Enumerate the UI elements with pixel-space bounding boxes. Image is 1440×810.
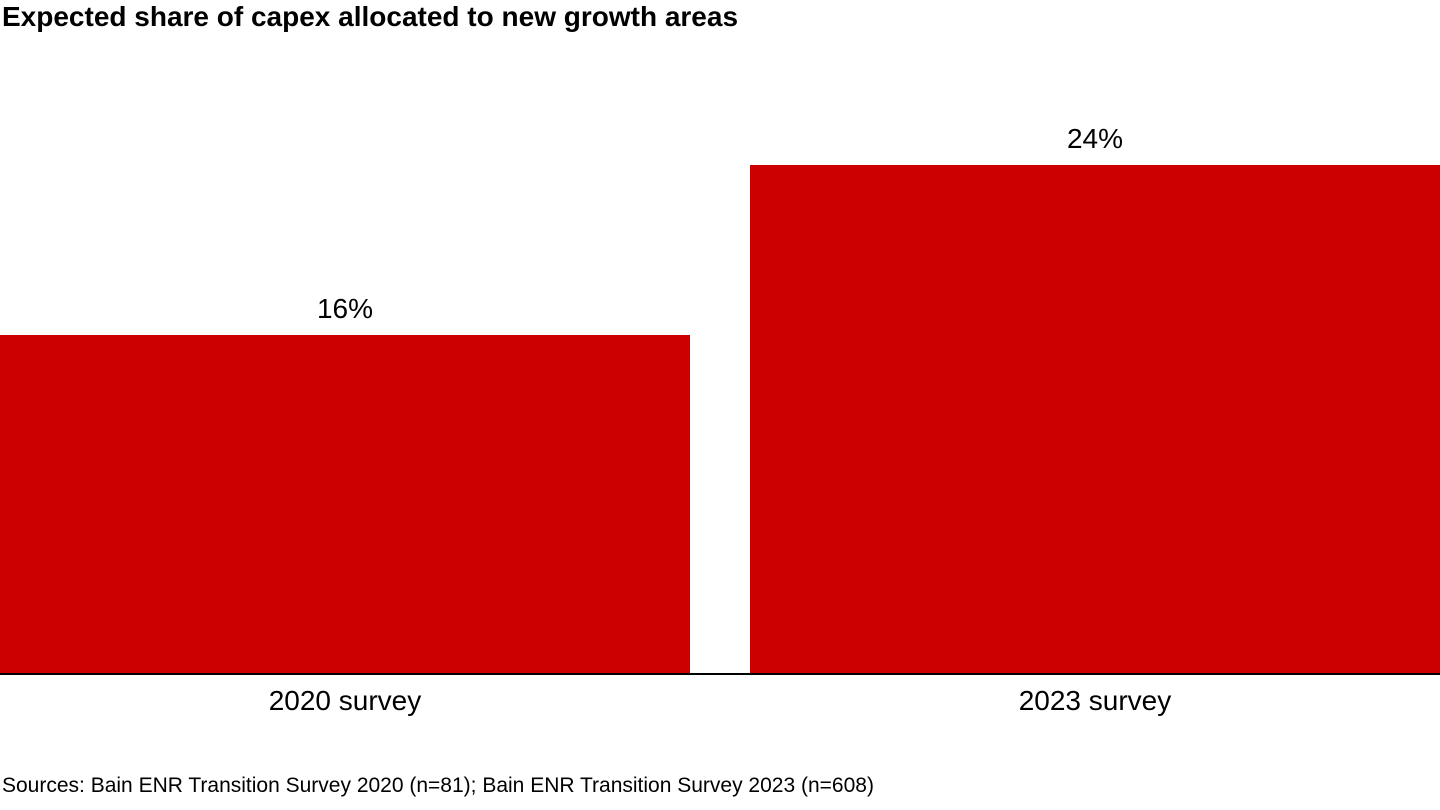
x-axis-label: 2023 survey [750,685,1440,717]
source-text: Sources: Bain ENR Transition Survey 2020… [2,774,874,798]
bars-container: 16% 24% [0,75,1440,675]
bar-value-label: 24% [1067,123,1123,155]
bar [750,165,1440,673]
bar-group: 16% [0,75,690,673]
chart-plot-area: 16% 24% [0,75,1440,675]
bar-value-label: 16% [317,293,373,325]
bar [0,335,690,673]
x-axis-label: 2020 survey [0,685,690,717]
bar-group: 24% [750,75,1440,673]
x-axis-labels: 2020 survey 2023 survey [0,685,1440,717]
x-label-gap [690,685,750,717]
chart-title: Expected share of capex allocated to new… [0,0,1440,34]
